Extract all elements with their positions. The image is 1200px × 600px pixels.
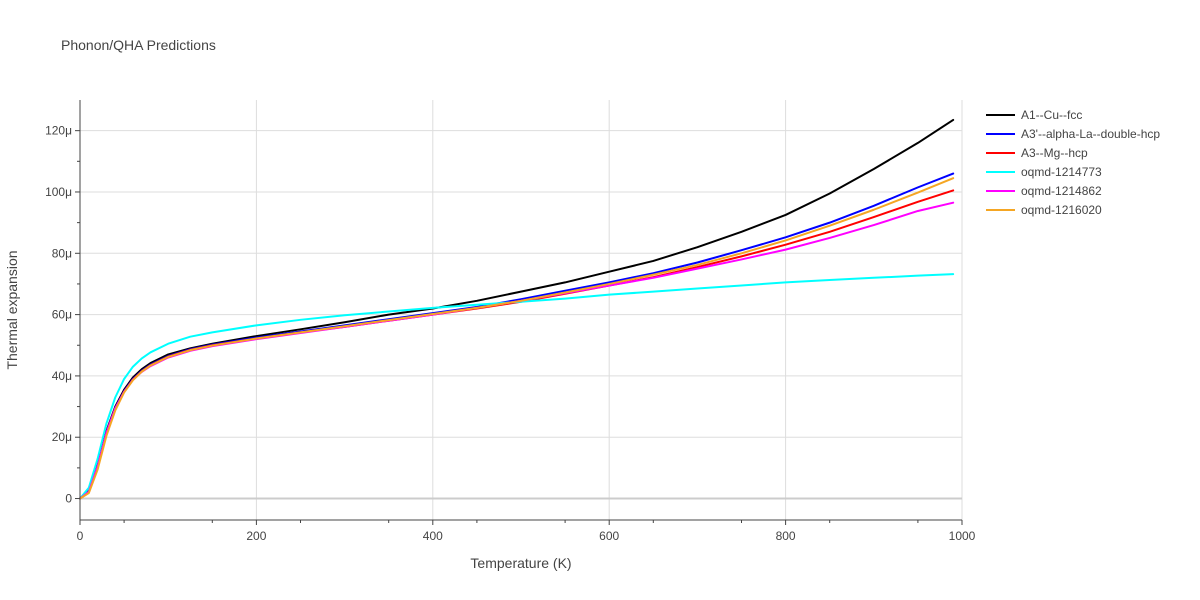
y-tick-label: 20μ — [52, 430, 72, 444]
x-tick-label: 600 — [599, 529, 619, 543]
grid-lines — [80, 100, 963, 520]
x-tick-label: 200 — [246, 529, 266, 543]
legend-label: A3'--alpha-La--double-hcp — [1021, 127, 1160, 141]
series-line-oqmd-1216020 — [79, 177, 955, 500]
y-tick-label: 0 — [65, 492, 72, 506]
x-tick-label: 800 — [776, 529, 796, 543]
x-tick-label: 1000 — [949, 529, 976, 543]
legend: A1--Cu--fcc A3'--alpha-La--double-hcp A3--… — [986, 108, 1160, 217]
axes: 0 200 400 600 800 1000 0 20μ 40μ 60μ 80μ 100μ 120μ — [45, 100, 976, 543]
y-tick-label: 120μ — [45, 124, 72, 138]
legend-label: A3--Mg--hcp — [1021, 146, 1088, 160]
legend-label: oqmd-1214773 — [1021, 165, 1102, 179]
series-lines — [79, 118, 955, 500]
series-line-A1--Cu--fcc — [79, 118, 955, 500]
y-tick-label: 60μ — [52, 308, 72, 322]
y-tick-label: 40μ — [52, 369, 72, 383]
chart-title: Phonon/QHA Predictions — [61, 37, 216, 53]
series-line-oqmd-1214862 — [79, 201, 955, 500]
y-tick-label: 100μ — [45, 185, 72, 199]
y-axis-title: Thermal expansion — [4, 250, 20, 369]
y-tick-label: 80μ — [52, 246, 72, 260]
x-tick-label: 400 — [423, 529, 443, 543]
legend-label: A1--Cu--fcc — [1021, 108, 1082, 122]
series-line-A3'--alpha-La--double-hcp — [79, 172, 955, 500]
legend-label: oqmd-1214862 — [1021, 184, 1102, 198]
x-tick-label: 0 — [77, 529, 84, 543]
series-line-oqmd-1214773 — [79, 273, 955, 500]
x-axis-title: Temperature (K) — [470, 555, 571, 571]
legend-label: oqmd-1216020 — [1021, 203, 1102, 217]
